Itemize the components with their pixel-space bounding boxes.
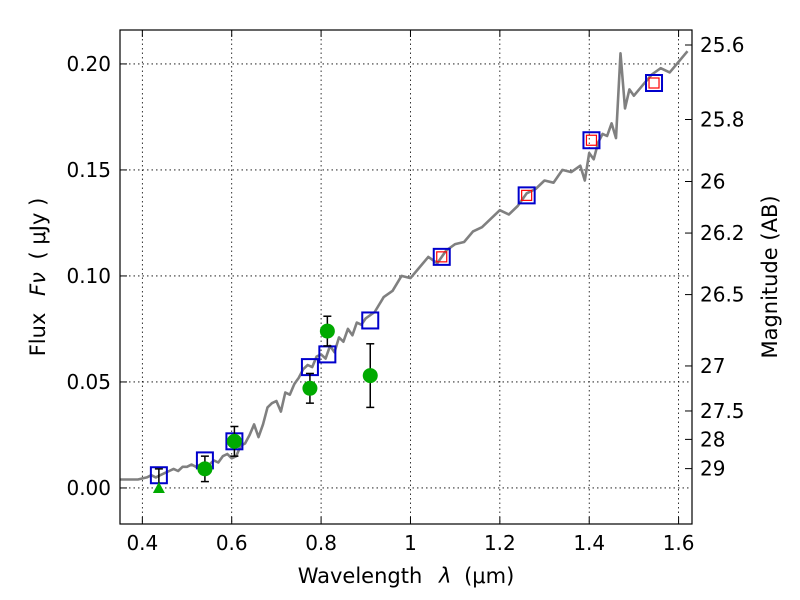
magnitude-tick-label: 26: [700, 169, 725, 193]
photometry-square: [436, 251, 448, 263]
detection-point: [226, 433, 242, 449]
y-tick-label: 0.00: [66, 476, 111, 500]
detection-point: [319, 323, 335, 339]
photometry-square: [585, 134, 598, 146]
detection-point: [362, 368, 378, 384]
magnitude-tick-label: 25.6: [700, 33, 745, 57]
photometry-square: [432, 247, 451, 266]
x-tick-label: 1: [404, 531, 417, 555]
photometry-square: [361, 311, 380, 330]
x-tick-label: 0.6: [216, 531, 248, 555]
y-axis-title-symbol: Fν: [26, 272, 50, 296]
x-tick-label: 1.6: [663, 531, 695, 555]
magnitude-tick-label: 26.5: [700, 283, 745, 307]
magnitude-tick-label: 26.2: [700, 221, 745, 245]
axes-frame: [119, 29, 693, 525]
y-axis-title-text: Flux: [26, 313, 50, 357]
photometry-square: [645, 74, 664, 93]
y2-axis-title: Magnitude (AB): [758, 195, 782, 358]
magnitude-tick-label: 28: [700, 427, 725, 451]
photometry-square: [517, 186, 536, 205]
x-axis-title-unit: (μm): [464, 564, 514, 588]
y-axis-title-unit: ( μJy ): [26, 198, 50, 260]
axes: 0.4 0.6 0.8 1 1.2 1.4 1.6 0.00 0.05 0.10 0.15 0.20 2…: [66, 29, 745, 555]
x-tick-label: 0.4: [126, 531, 158, 555]
y-tick-label: 0.10: [66, 264, 111, 288]
x-tick-label: 1.2: [484, 531, 516, 555]
photometry-square: [521, 189, 533, 201]
grid-lines: [120, 30, 692, 524]
upper-limit-marker: [152, 481, 165, 493]
magnitude-tick-label: 27: [700, 354, 725, 378]
magnitude-tick-label: 25.8: [700, 108, 745, 132]
y-tick-label: 0.15: [66, 158, 111, 182]
x-axis-title-lambda: λ: [438, 564, 451, 588]
detection-point: [302, 380, 318, 396]
x-axis-title-text: Wavelength: [298, 564, 423, 588]
y-axis-title: Flux Fν ( μJy ): [26, 198, 50, 357]
plot-area: [120, 50, 689, 493]
magnitude-tick-label: 27.5: [700, 399, 745, 423]
x-tick-label: 0.8: [305, 531, 337, 555]
detection-point: [197, 461, 213, 477]
x-tick-label: 1.4: [573, 531, 605, 555]
photometry-square: [648, 77, 660, 89]
magnitude-tick-label: 29: [700, 457, 725, 481]
photometry-square: [582, 131, 601, 150]
y-tick-label: 0.20: [66, 52, 111, 76]
y-tick-label: 0.05: [66, 370, 111, 394]
x-axis-title: Wavelength λ (μm): [298, 564, 515, 588]
